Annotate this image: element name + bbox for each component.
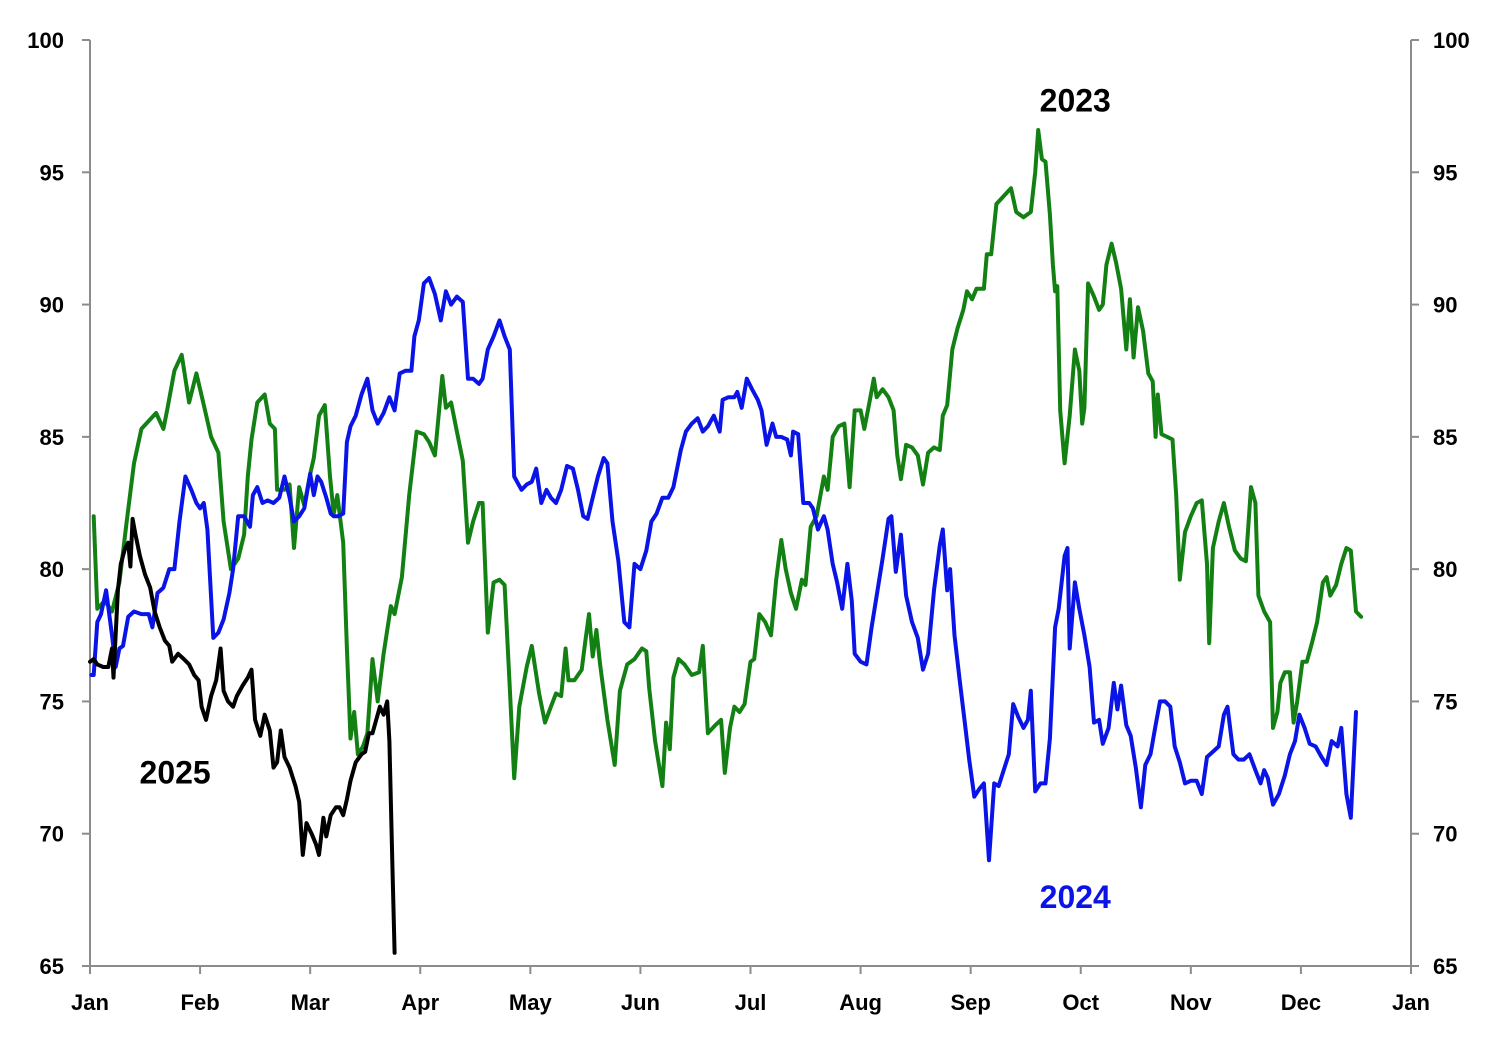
y-tick-label-left: 85 xyxy=(40,425,64,450)
y-tick-label-right: 100 xyxy=(1433,28,1470,53)
x-tick-label: Feb xyxy=(181,990,220,1015)
chart-axes xyxy=(89,40,1412,967)
left-y-axis: 65 70 75 80 85 90 95 100 xyxy=(27,28,90,979)
y-tick-label-left: 95 xyxy=(40,160,64,185)
series-line-2024 xyxy=(89,276,1358,863)
y-tick-label-right: 80 xyxy=(1433,557,1457,582)
y-tick-label-right: 65 xyxy=(1433,954,1457,979)
x-tick-label: Dec xyxy=(1281,990,1321,1015)
x-tick-label: Jan xyxy=(1392,990,1430,1015)
y-tick-label-left: 75 xyxy=(40,689,64,714)
y-tick-label-left: 80 xyxy=(40,557,64,582)
x-tick-label: May xyxy=(509,990,553,1015)
y-tick-label-right: 70 xyxy=(1433,822,1457,847)
y-tick-label-right: 90 xyxy=(1433,293,1457,318)
x-tick-label: Jan xyxy=(71,990,109,1015)
x-tick-label: Aug xyxy=(839,990,882,1015)
x-tick-label: Jul xyxy=(735,990,767,1015)
y-tick-label-left: 100 xyxy=(27,28,64,53)
y-tick-label-left: 65 xyxy=(40,954,64,979)
y-tick-label-left: 90 xyxy=(40,293,64,318)
x-tick-label: Nov xyxy=(1170,990,1212,1015)
series-label-2024: 2024 xyxy=(1040,879,1111,915)
series-line-2023 xyxy=(91,128,1364,789)
series-layer xyxy=(88,128,1364,955)
y-tick-label-left: 70 xyxy=(40,822,64,847)
series-label-2023: 2023 xyxy=(1040,82,1111,118)
y-tick-label-right: 95 xyxy=(1433,160,1457,185)
x-tick-label: Jun xyxy=(621,990,660,1015)
x-tick-label: Mar xyxy=(291,990,331,1015)
x-tick-label: Sep xyxy=(950,990,990,1015)
series-line-2025 xyxy=(88,516,397,955)
x-axis: Jan Feb Mar Apr May Jun Jul Aug Sep Oct Nov Dec Jan xyxy=(71,966,1430,1015)
y-tick-label-right: 75 xyxy=(1433,689,1457,714)
x-tick-label: Apr xyxy=(401,990,439,1015)
y-tick-label-right: 85 xyxy=(1433,425,1457,450)
series-label-2025: 2025 xyxy=(140,754,211,790)
annotation-layer: 2023 2024 2025 xyxy=(140,82,1112,914)
right-y-axis: 65 70 75 80 85 90 95 100 xyxy=(1411,28,1470,979)
x-tick-label: Oct xyxy=(1062,990,1099,1015)
